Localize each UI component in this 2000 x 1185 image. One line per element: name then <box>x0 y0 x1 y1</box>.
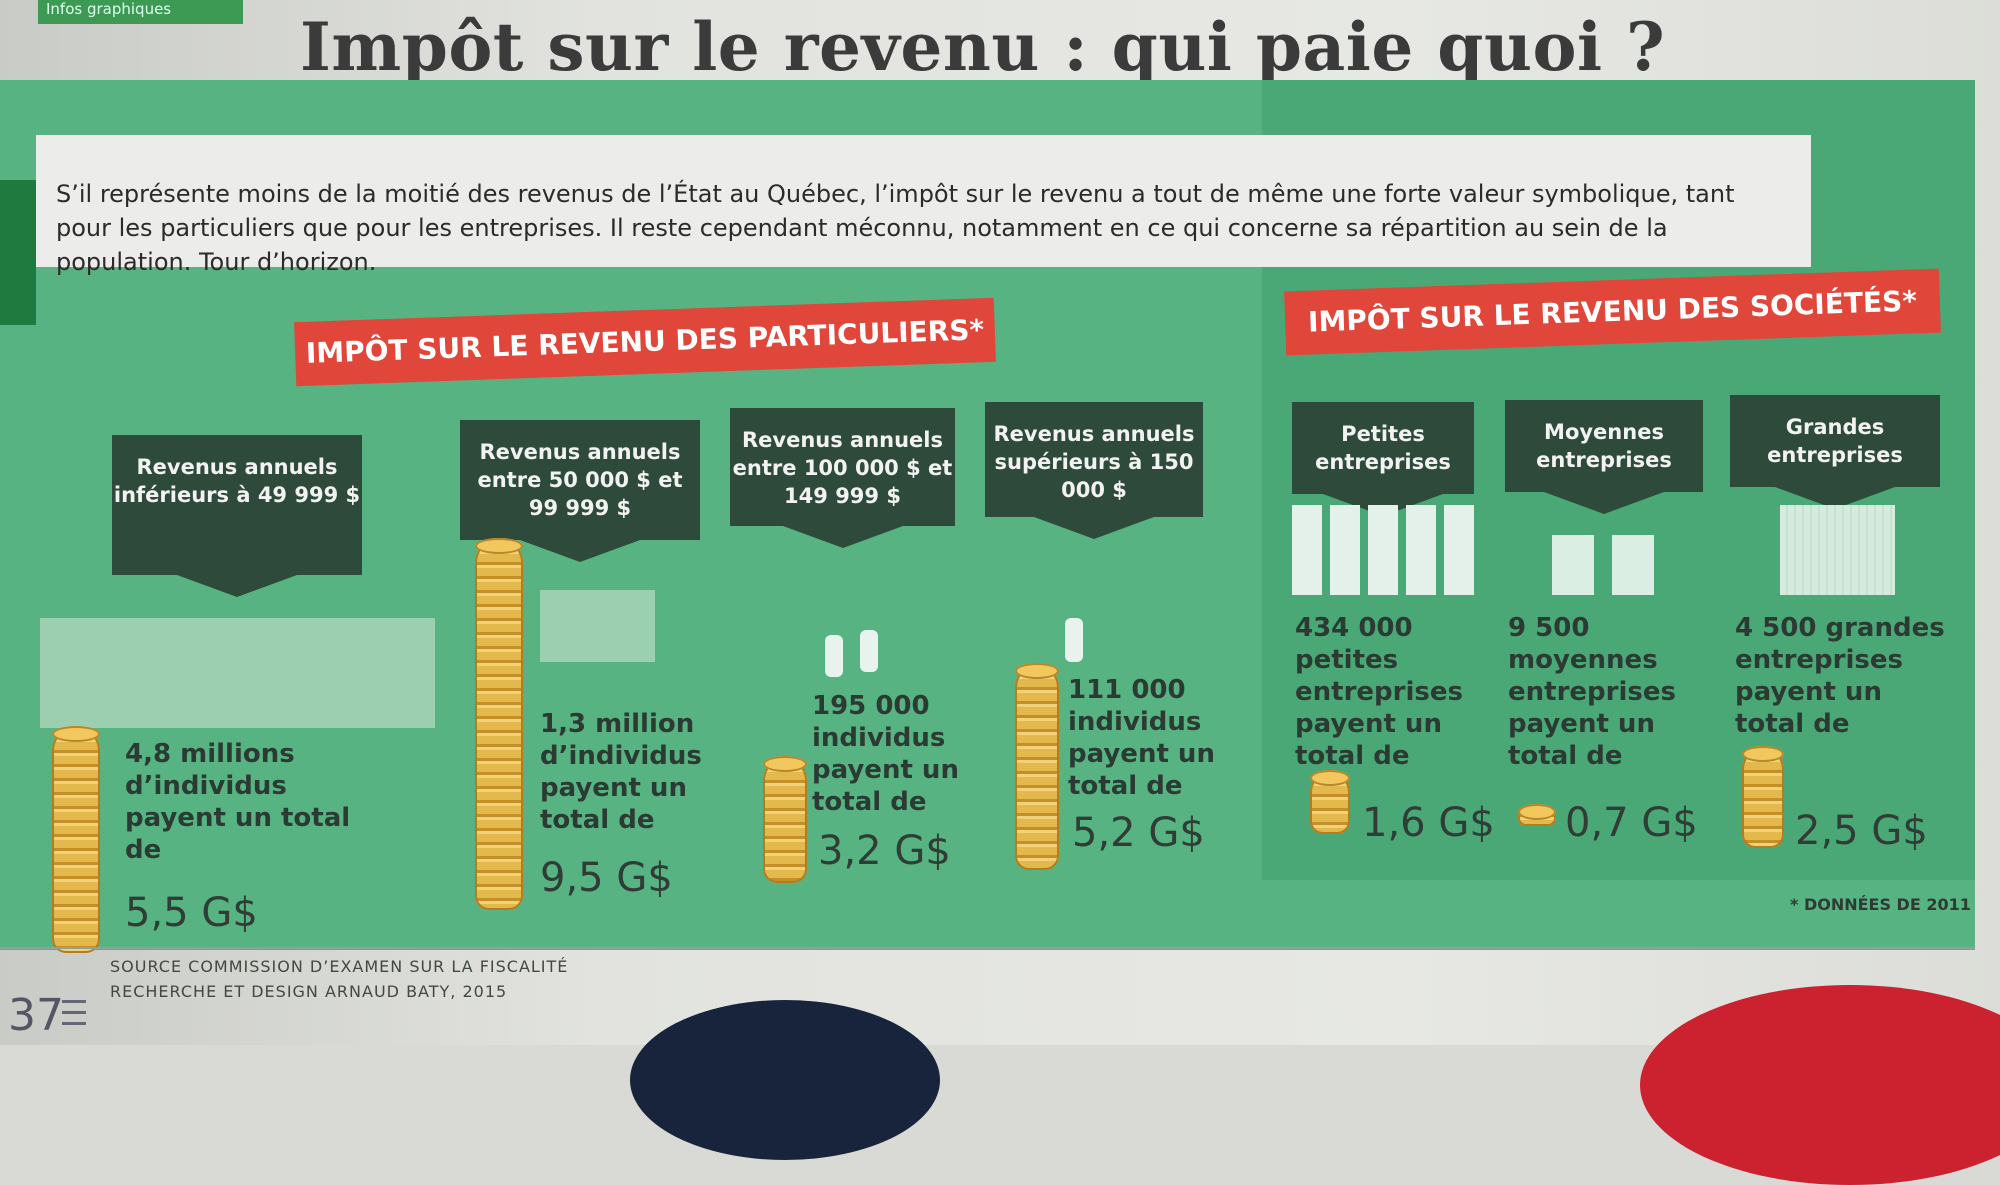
group-4-amount: 5,2 G$ <box>1072 810 1205 856</box>
moyennes-amount: 0,7 G$ <box>1565 800 1698 846</box>
coin-stack-icon <box>1310 770 1350 834</box>
group-2-text: 1,3 million d’individus payent un total … <box>540 709 702 835</box>
coin-stack-icon <box>763 756 807 883</box>
grandes-amount: 2,5 G$ <box>1795 808 1928 854</box>
group-2-amount: 9,5 G$ <box>540 855 673 901</box>
header-petites-entreprises: Petites entreprises <box>1292 402 1474 516</box>
header-moyennes-entreprises: Moyennes entreprises <box>1505 400 1703 514</box>
page-number-lines <box>62 1000 86 1030</box>
data-year-note: * DONNÉES DE 2011 <box>1790 895 1971 914</box>
header-grandes-entreprises: Grandes entreprises <box>1730 395 1940 509</box>
group-3-text: 195 000 individus payent un total de <box>812 691 959 817</box>
building-icon <box>1552 535 1594 595</box>
group-1-text: 4,8 millions d’individus payent un total… <box>125 739 351 865</box>
coin-stack-icon <box>1742 746 1784 848</box>
coin-stack-icon <box>1015 663 1059 870</box>
coin-stack-icon <box>52 726 100 953</box>
coin-stack-icon <box>1518 804 1556 826</box>
coin-stack-icon <box>475 538 523 910</box>
decorative-circle <box>1640 985 2000 1185</box>
people-crowd-icon <box>40 618 435 728</box>
petites-amount: 1,6 G$ <box>1362 800 1495 846</box>
people-group-icon <box>540 590 655 662</box>
large-building-icon <box>1780 505 1895 595</box>
source-credit: SOURCE COMMISSION D’EXAMEN SUR LA FISCAL… <box>110 957 569 976</box>
group-1-amount: 5,5 G$ <box>125 890 258 936</box>
petites-text: 434 000 petites entreprises payent un to… <box>1295 613 1463 771</box>
person-icon <box>1065 618 1083 662</box>
decorative-circle <box>630 1000 940 1160</box>
group-4-text: 111 000 individus payent un total de <box>1068 675 1215 801</box>
grandes-text: 4 500 grandes entreprises payent un tota… <box>1735 613 1945 739</box>
page-number: 37 <box>8 990 64 1041</box>
person-icon <box>860 630 878 672</box>
header-revenus-inferieurs: Revenus annuels inférieurs à 49 999 $ <box>112 435 362 597</box>
person-icon <box>825 635 843 677</box>
divider <box>0 947 1975 949</box>
design-credit: RECHERCHE ET DESIGN ARNAUD BATY, 2015 <box>110 982 508 1001</box>
group-3-amount: 3,2 G$ <box>818 828 951 874</box>
header-revenus-100-149: Revenus annuels entre 100 000 $ et 149 9… <box>730 408 955 548</box>
moyennes-text: 9 500 moyennes entreprises payent un tot… <box>1508 613 1676 771</box>
header-revenus-50-99: Revenus annuels entre 50 000 $ et 99 999… <box>460 420 700 562</box>
small-buildings-icon <box>1292 505 1482 595</box>
header-revenus-150: Revenus annuels supérieurs à 150 000 $ <box>985 402 1203 539</box>
accent-stripe <box>0 180 36 325</box>
intro-paragraph: S’il représente moins de la moitié des r… <box>36 135 1811 276</box>
building-icon <box>1612 535 1654 595</box>
page-title: Impôt sur le revenu : qui paie quoi ? <box>300 8 1666 86</box>
section-tag: Infos graphiques <box>38 0 243 24</box>
